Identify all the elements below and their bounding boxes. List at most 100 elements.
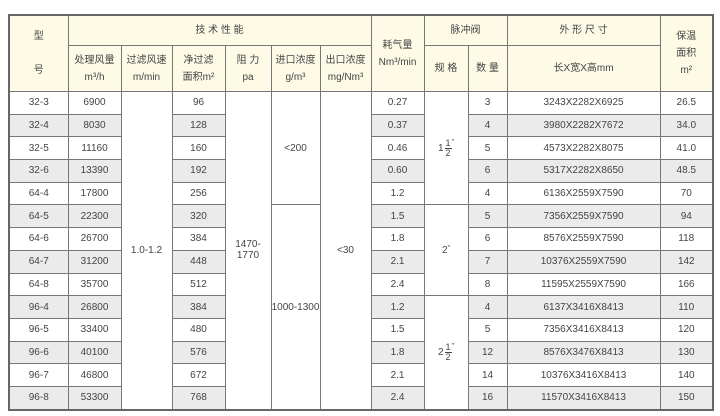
air-consumption-cell: 1.2 [370,181,425,206]
header-area: 净过滤 面积m² [171,45,226,92]
area-cell: 480 [171,317,226,342]
airflow-cell: 31200 [67,249,122,274]
model-cell: 32-3 [8,91,69,115]
header-tech: 技 术 性 能 [67,14,372,46]
air-consumption-cell: 1.8 [370,340,425,365]
valve-qty-cell: 6 [467,159,508,183]
header-insulation: 保温 面积 m² [659,14,714,92]
dimensions-cell: 6136X2559X7590 [506,181,661,206]
valve-qty-cell: 7 [467,249,508,274]
air-consumption-cell: 2.1 [370,249,425,274]
air-consumption-cell: 1.5 [370,204,425,229]
header-air-consumption: 耗气量 Nm³/min [370,14,425,92]
header-model: 型号 [8,14,69,92]
inlet-cell: 1000-1300 [270,204,321,411]
model-cell: 96-7 [8,363,69,387]
insulation-cell: 48.5 [659,159,714,183]
air-consumption-cell: 2.4 [370,272,425,297]
model-cell: 96-6 [8,340,69,365]
dimensions-cell: 7356X3416X8413 [506,317,661,342]
airflow-cell: 40100 [67,340,122,365]
valve-qty-cell: 8 [467,272,508,297]
table-row: 96-5 33400 480 1.5 5 7356X3416X8413 120 [8,317,714,342]
airflow-cell: 17800 [67,181,122,206]
area-cell: 128 [171,113,226,138]
valve-qty-cell: 14 [467,363,508,387]
airflow-cell: 53300 [67,385,122,411]
valve-qty-cell: 5 [467,136,508,161]
model-cell: 32-6 [8,159,69,183]
insulation-cell: 41.0 [659,136,714,161]
valve-qty-cell: 12 [467,340,508,365]
dimensions-cell: 6137X3416X8413 [506,295,661,319]
table-row: 64-5 22300 320 1000-1300 1.5 2 " 5 7356X2559X759… [8,204,714,411]
air-consumption-cell: 1.8 [370,227,425,251]
insulation-cell: 120 [659,317,714,342]
model-cell: 32-4 [8,113,69,138]
model-cell: 64-7 [8,249,69,274]
area-cell: 320 [171,204,226,229]
model-cell: 96-5 [8,317,69,342]
area-cell: 256 [171,181,226,206]
insulation-cell: 150 [659,385,714,411]
table-row: 96-7 46800 672 2.1 14 10376X3416X8413 140 [8,363,714,387]
header-valve-qty: 数 量 [467,45,508,92]
area-cell: 768 [171,385,226,411]
airflow-cell: 35700 [67,272,122,297]
airflow-cell: 8030 [67,113,122,138]
air-consumption-cell: 0.46 [370,136,425,161]
table-row: 96-6 40100 576 1.8 12 8576X3476X8413 130 [8,340,714,365]
air-consumption-cell: 2.4 [370,385,425,411]
header-resistance: 阻 力 pa [224,45,272,92]
model-cell: 64-4 [8,181,69,206]
dimensions-cell: 3243X2282X6925 [506,91,661,115]
valve-qty-cell: 3 [467,91,508,115]
table-row: 96-4 26800 384 1.2 2 1 2 " 4 6137X3416X8413 110 [8,295,714,411]
airflow-cell: 13390 [67,159,122,183]
dimensions-cell: 3980X2282X7672 [506,113,661,138]
insulation-cell: 94 [659,204,714,229]
header-airflow: 处理风量 m³/h [67,45,122,92]
valve-spec-cell: 1 1 2 " [423,90,469,206]
dimensions-cell: 10376X2559X7590 [506,249,661,274]
air-consumption-cell: 0.27 [370,91,425,115]
insulation-cell: 140 [659,363,714,387]
insulation-cell: 26.5 [659,91,714,115]
spec-table: 型号 技 术 性 能 耗气量 Nm³/min 脉冲阀 外 形 尺 寸 保温 面积 m²… [8,14,715,411]
table-row: 96-8 53300 768 2.4 16 11570X3416X8413 150 [8,385,714,411]
outlet-cell: <30 [319,90,372,411]
airflow-cell: 26800 [67,295,122,319]
insulation-cell: 142 [659,249,714,274]
header-valve-spec: 规 格 [423,45,469,92]
table-row: 32-5 11160 160 0.46 5 4573X2282X8075 41.0 [8,136,714,161]
airflow-cell: 46800 [67,363,122,387]
dimensions-cell: 8576X3476X8413 [506,340,661,365]
airflow-cell: 26700 [67,227,122,251]
area-cell: 448 [171,249,226,274]
insulation-cell: 166 [659,272,714,297]
table-row: 64-8 35700 512 2.4 8 11595X2559X7590 166 [8,272,714,297]
model-cell: 32-5 [8,136,69,161]
airflow-cell: 11160 [67,136,122,161]
table-row: 32-6 13390 192 0.60 6 5317X2282X8650 48.5 [8,159,714,183]
dimensions-cell: 7356X2559X7590 [506,204,661,229]
area-cell: 672 [171,363,226,387]
insulation-cell: 110 [659,295,714,319]
resistance-cell: 1470-1770 [224,90,272,411]
table-row: 64-6 26700 384 1.8 6 8576X2559X7590 118 [8,227,714,251]
airflow-cell: 22300 [67,204,122,229]
air-consumption-cell: 0.60 [370,159,425,183]
header-valve: 脉冲阀 [423,14,508,46]
valve-spec-cell: 2 1 2 " [423,295,469,411]
area-cell: 192 [171,159,226,183]
dimensions-cell: 8576X2559X7590 [506,227,661,251]
area-cell: 160 [171,136,226,161]
dimensions-cell: 11570X3416X8413 [506,385,661,411]
header-velocity: 过滤风速 m/min [120,45,173,92]
air-consumption-cell: 1.2 [370,295,425,319]
insulation-cell: 70 [659,181,714,206]
header-dimensions-unit: 长X宽X高mm [506,45,661,92]
valve-spec-cell: 2 " [423,204,469,297]
valve-qty-cell: 16 [467,385,508,411]
dimensions-cell: 4573X2282X8075 [506,136,661,161]
